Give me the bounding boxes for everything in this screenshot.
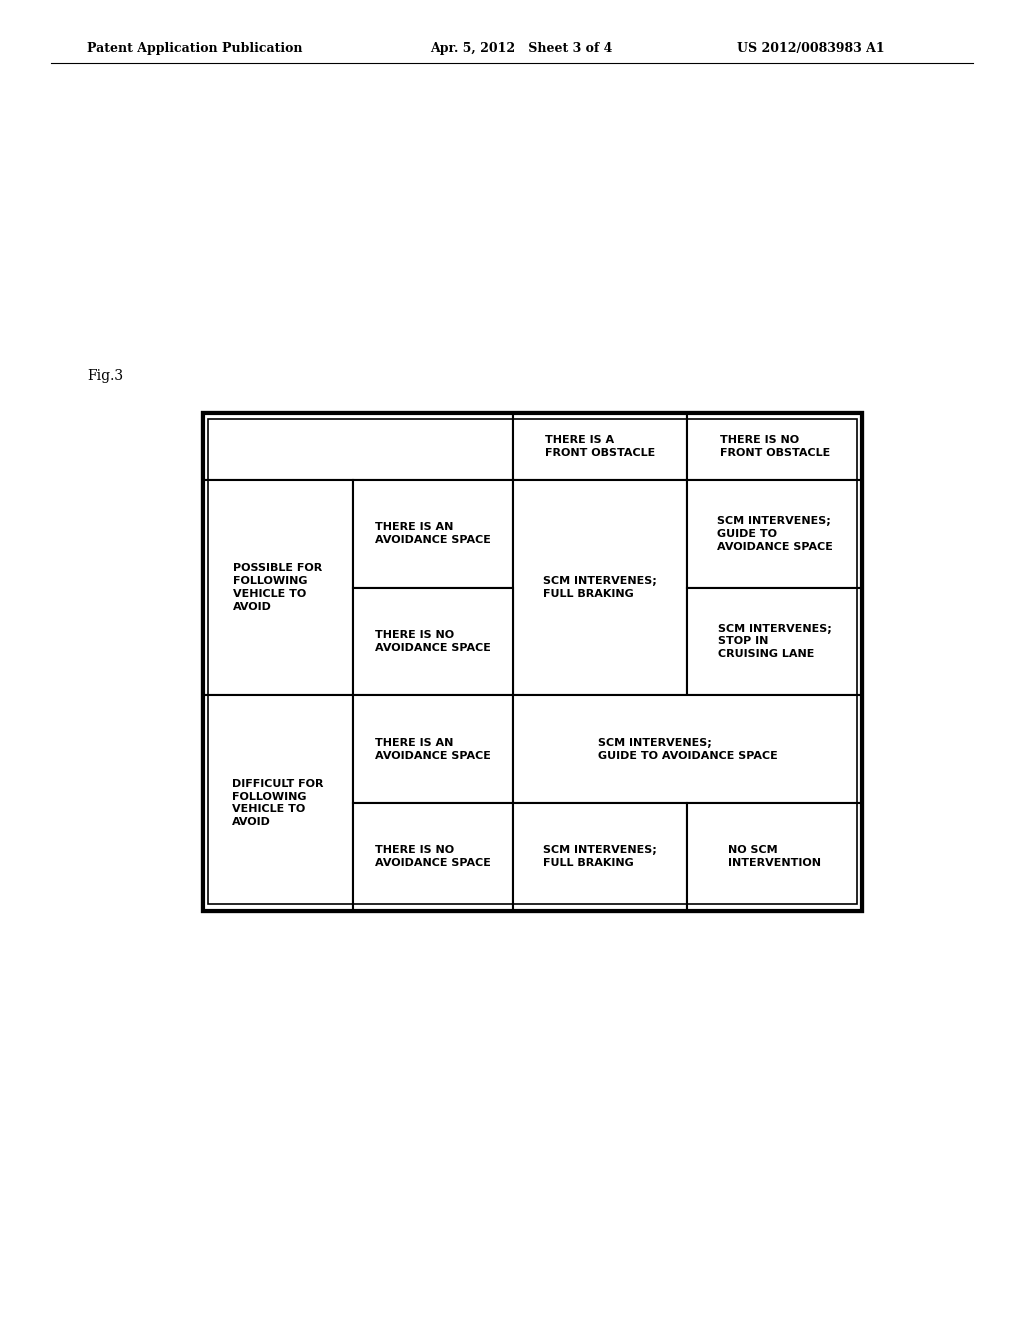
Bar xyxy=(204,413,862,911)
Text: SCM INTERVENES;
GUIDE TO AVOIDANCE SPACE: SCM INTERVENES; GUIDE TO AVOIDANCE SPACE xyxy=(598,738,777,760)
Text: POSSIBLE FOR
FOLLOWING
VEHICLE TO
AVOID: POSSIBLE FOR FOLLOWING VEHICLE TO AVOID xyxy=(233,564,323,612)
Text: NO SCM
INTERVENTION: NO SCM INTERVENTION xyxy=(728,845,821,869)
Bar xyxy=(513,696,862,803)
Bar xyxy=(208,418,857,904)
Text: THERE IS NO
AVOIDANCE SPACE: THERE IS NO AVOIDANCE SPACE xyxy=(375,845,490,869)
Text: THERE IS NO
FRONT OBSTACLE: THERE IS NO FRONT OBSTACLE xyxy=(720,434,829,458)
Text: Fig.3: Fig.3 xyxy=(87,370,123,383)
Text: SCM INTERVENES;
STOP IN
CRUISING LANE: SCM INTERVENES; STOP IN CRUISING LANE xyxy=(718,623,831,659)
Bar xyxy=(204,413,862,911)
Text: THERE IS A
FRONT OBSTACLE: THERE IS A FRONT OBSTACLE xyxy=(545,434,655,458)
Bar xyxy=(687,587,862,696)
Text: DIFFICULT FOR
FOLLOWING
VEHICLE TO
AVOID: DIFFICULT FOR FOLLOWING VEHICLE TO AVOID xyxy=(232,779,324,828)
Bar xyxy=(204,480,352,696)
Bar xyxy=(204,696,352,911)
Bar xyxy=(204,413,513,480)
Bar xyxy=(687,413,862,480)
Text: SCM INTERVENES;
FULL BRAKING: SCM INTERVENES; FULL BRAKING xyxy=(543,845,657,869)
Text: THERE IS AN
AVOIDANCE SPACE: THERE IS AN AVOIDANCE SPACE xyxy=(375,738,490,760)
Bar xyxy=(208,418,857,904)
Bar xyxy=(352,587,513,696)
Bar xyxy=(352,696,513,803)
Text: SCM INTERVENES;
GUIDE TO
AVOIDANCE SPACE: SCM INTERVENES; GUIDE TO AVOIDANCE SPACE xyxy=(717,516,833,552)
Bar xyxy=(687,803,862,911)
Bar xyxy=(352,803,513,911)
Bar xyxy=(513,803,687,911)
Bar xyxy=(513,413,687,480)
Text: Apr. 5, 2012   Sheet 3 of 4: Apr. 5, 2012 Sheet 3 of 4 xyxy=(430,42,612,55)
Text: THERE IS NO
AVOIDANCE SPACE: THERE IS NO AVOIDANCE SPACE xyxy=(375,630,490,653)
Bar xyxy=(687,480,862,587)
Text: SCM INTERVENES;
FULL BRAKING: SCM INTERVENES; FULL BRAKING xyxy=(543,577,657,599)
Text: US 2012/0083983 A1: US 2012/0083983 A1 xyxy=(737,42,885,55)
Text: THERE IS AN
AVOIDANCE SPACE: THERE IS AN AVOIDANCE SPACE xyxy=(375,523,490,545)
Text: Patent Application Publication: Patent Application Publication xyxy=(87,42,302,55)
Bar xyxy=(352,480,513,587)
Bar xyxy=(513,480,687,696)
